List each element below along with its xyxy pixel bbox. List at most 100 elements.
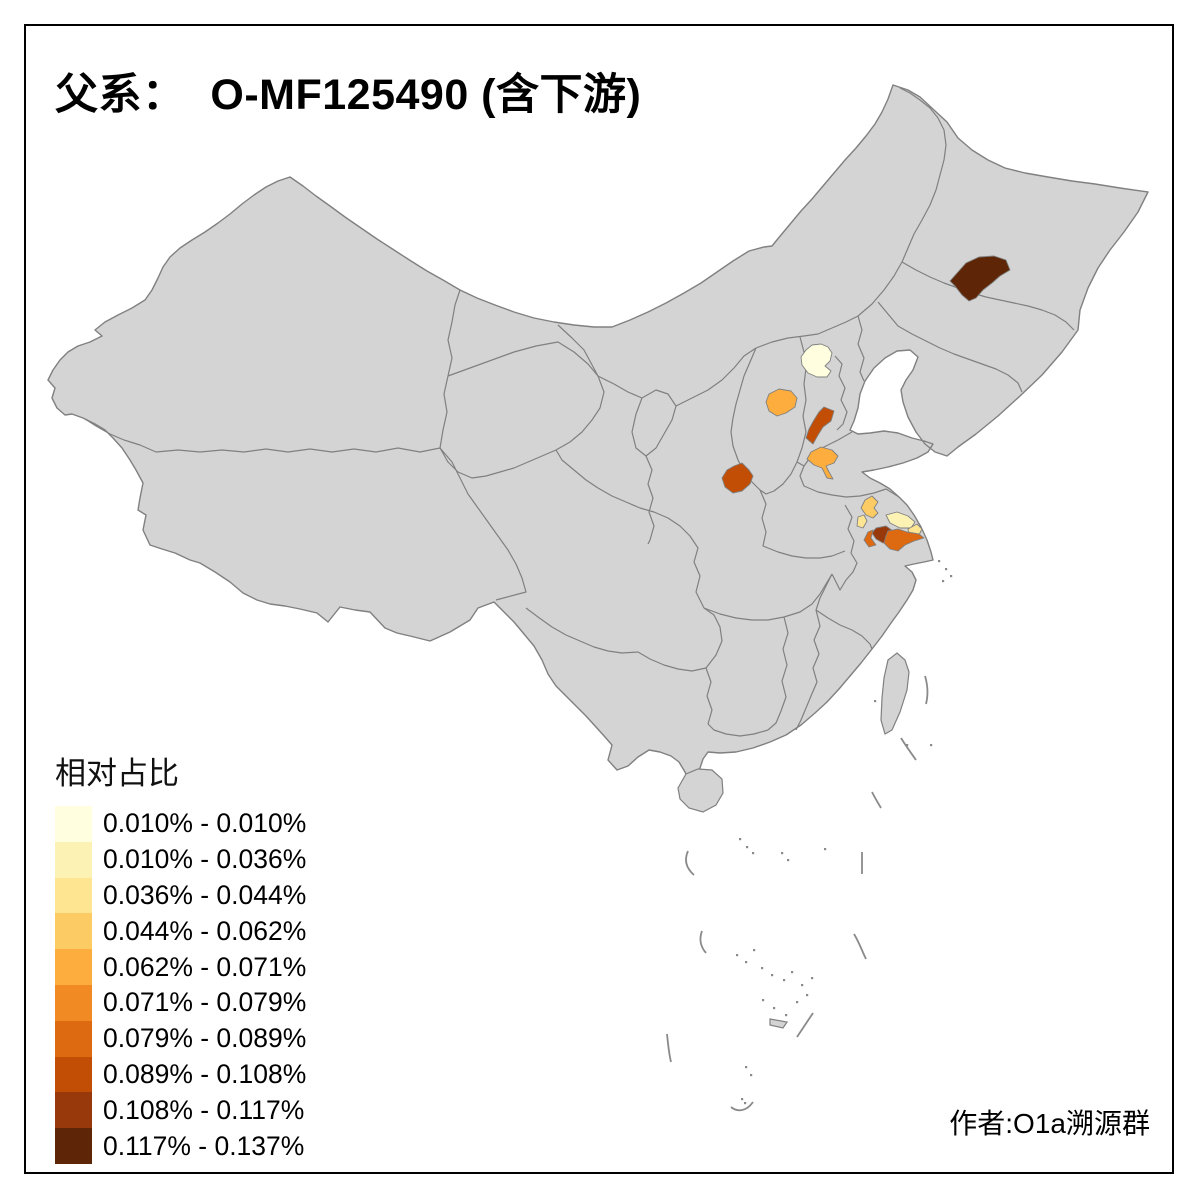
island-dot bbox=[945, 568, 948, 571]
province-border bbox=[439, 375, 605, 479]
island-dot bbox=[791, 971, 794, 974]
legend-swatch bbox=[55, 806, 92, 842]
province-border bbox=[831, 504, 858, 591]
legend-row: 0.044% - 0.062% bbox=[55, 913, 307, 950]
island-dot bbox=[761, 967, 764, 970]
sea-boundary-dash bbox=[900, 737, 917, 761]
province-border bbox=[901, 261, 1075, 331]
island-dot bbox=[785, 1014, 788, 1017]
province-border bbox=[834, 355, 848, 431]
island-dot bbox=[750, 1074, 753, 1077]
province-border bbox=[703, 607, 723, 669]
island-dot bbox=[930, 744, 933, 747]
legend-range-label: 0.010% - 0.036% bbox=[103, 844, 307, 875]
island-dot bbox=[942, 580, 945, 583]
legend-row: 0.079% - 0.089% bbox=[55, 1020, 307, 1057]
island-dot bbox=[950, 575, 953, 578]
legend-swatch bbox=[55, 984, 92, 1021]
sea-boundary-dash bbox=[699, 930, 707, 954]
sea-boundary-dash bbox=[666, 1033, 672, 1063]
province-border bbox=[597, 375, 643, 399]
legend: 相对占比 0.010% - 0.010% 0.010% - 0.036% 0.036… bbox=[55, 748, 306, 1164]
legend-title: 相对占比 bbox=[55, 756, 179, 791]
sea-boundary-dash bbox=[730, 1101, 754, 1112]
province-border bbox=[84, 418, 441, 453]
prefecture-jiangsu-nw bbox=[860, 495, 879, 519]
island-dot bbox=[771, 974, 774, 977]
sea-boundary-dash bbox=[796, 1012, 814, 1038]
legend-row: 0.036% - 0.044% bbox=[55, 877, 307, 914]
province-border bbox=[557, 324, 599, 377]
prefecture-shanghai bbox=[883, 528, 925, 552]
island-dot bbox=[806, 994, 809, 997]
prefecture-shandong-west bbox=[806, 446, 839, 480]
page-title: 父系： O-MF125490 (含下游) bbox=[55, 71, 642, 119]
province-border bbox=[637, 651, 707, 672]
legend-swatch bbox=[55, 1020, 92, 1057]
province-border bbox=[815, 573, 833, 611]
province-border bbox=[759, 336, 807, 495]
sea-boundary-dash bbox=[853, 933, 867, 960]
prefecture-beijing bbox=[800, 343, 833, 378]
province-border bbox=[795, 609, 821, 731]
island-dot bbox=[739, 838, 742, 841]
legend-swatch bbox=[55, 1056, 92, 1093]
island-dot bbox=[773, 1007, 776, 1010]
province-border bbox=[767, 616, 789, 731]
island bbox=[769, 1018, 789, 1029]
legend-range-label: 0.079% - 0.089% bbox=[103, 1023, 307, 1054]
legend-range-label: 0.062% - 0.071% bbox=[103, 951, 307, 982]
province-border bbox=[755, 87, 947, 349]
island-dot bbox=[787, 859, 790, 862]
province-border bbox=[705, 667, 713, 725]
legend-range-label: 0.036% - 0.044% bbox=[103, 879, 307, 910]
legend-range-label: 0.089% - 0.108% bbox=[103, 1058, 307, 1089]
province-border bbox=[796, 461, 805, 467]
prefecture-shaanxi bbox=[721, 462, 754, 494]
island-dot bbox=[736, 954, 739, 957]
attribution: 作者:O1a溯源群 bbox=[949, 1108, 1150, 1139]
legend-swatch bbox=[55, 913, 92, 950]
legend-swatch bbox=[55, 1092, 92, 1129]
legend-range-label: 0.044% - 0.062% bbox=[103, 915, 307, 946]
legend-row: 0.089% - 0.108% bbox=[55, 1056, 307, 1093]
legend-row: 0.010% - 0.010% bbox=[55, 806, 306, 842]
island-dot bbox=[781, 852, 784, 855]
legend-range-label: 0.071% - 0.079% bbox=[103, 987, 307, 1018]
island-dot bbox=[811, 977, 814, 980]
island bbox=[677, 768, 724, 813]
province-border bbox=[555, 449, 705, 609]
island-dot bbox=[745, 961, 748, 964]
mainland-outline bbox=[47, 84, 1149, 789]
legend-row: 0.071% - 0.079% bbox=[55, 984, 307, 1021]
province-border bbox=[877, 301, 1023, 393]
island-dot bbox=[746, 846, 749, 849]
legend-swatch bbox=[55, 949, 92, 985]
legend-range-label: 0.010% - 0.010% bbox=[103, 808, 307, 839]
province-border bbox=[675, 347, 757, 407]
legend-row: 0.117% - 0.137% bbox=[55, 1128, 306, 1164]
prefecture-shanxi bbox=[765, 388, 798, 417]
island-dot bbox=[874, 700, 877, 703]
prefecture-jiangsu-w bbox=[856, 514, 868, 529]
legend-swatch bbox=[55, 841, 92, 878]
island-dot bbox=[741, 1098, 744, 1101]
island-dot bbox=[744, 1102, 747, 1105]
island-dot bbox=[753, 949, 756, 952]
island-dot bbox=[824, 848, 827, 851]
legend-rows: 0.010% - 0.010% 0.010% - 0.036% 0.036% - 0… bbox=[55, 806, 306, 1164]
prefecture-northeast bbox=[949, 255, 1011, 302]
island-dot bbox=[762, 999, 765, 1002]
province-border bbox=[645, 455, 655, 545]
sea-boundary-dash bbox=[924, 675, 929, 705]
island-dot bbox=[796, 1001, 799, 1004]
legend-row: 0.010% - 0.036% bbox=[55, 841, 307, 878]
island-dot bbox=[801, 984, 804, 987]
island bbox=[880, 652, 910, 735]
province-border bbox=[815, 609, 873, 650]
province-border bbox=[439, 289, 461, 449]
legend-range-label: 0.108% - 0.117% bbox=[103, 1094, 305, 1125]
legend-range-label: 0.117% - 0.137% bbox=[103, 1130, 305, 1161]
island-dot bbox=[752, 852, 755, 855]
